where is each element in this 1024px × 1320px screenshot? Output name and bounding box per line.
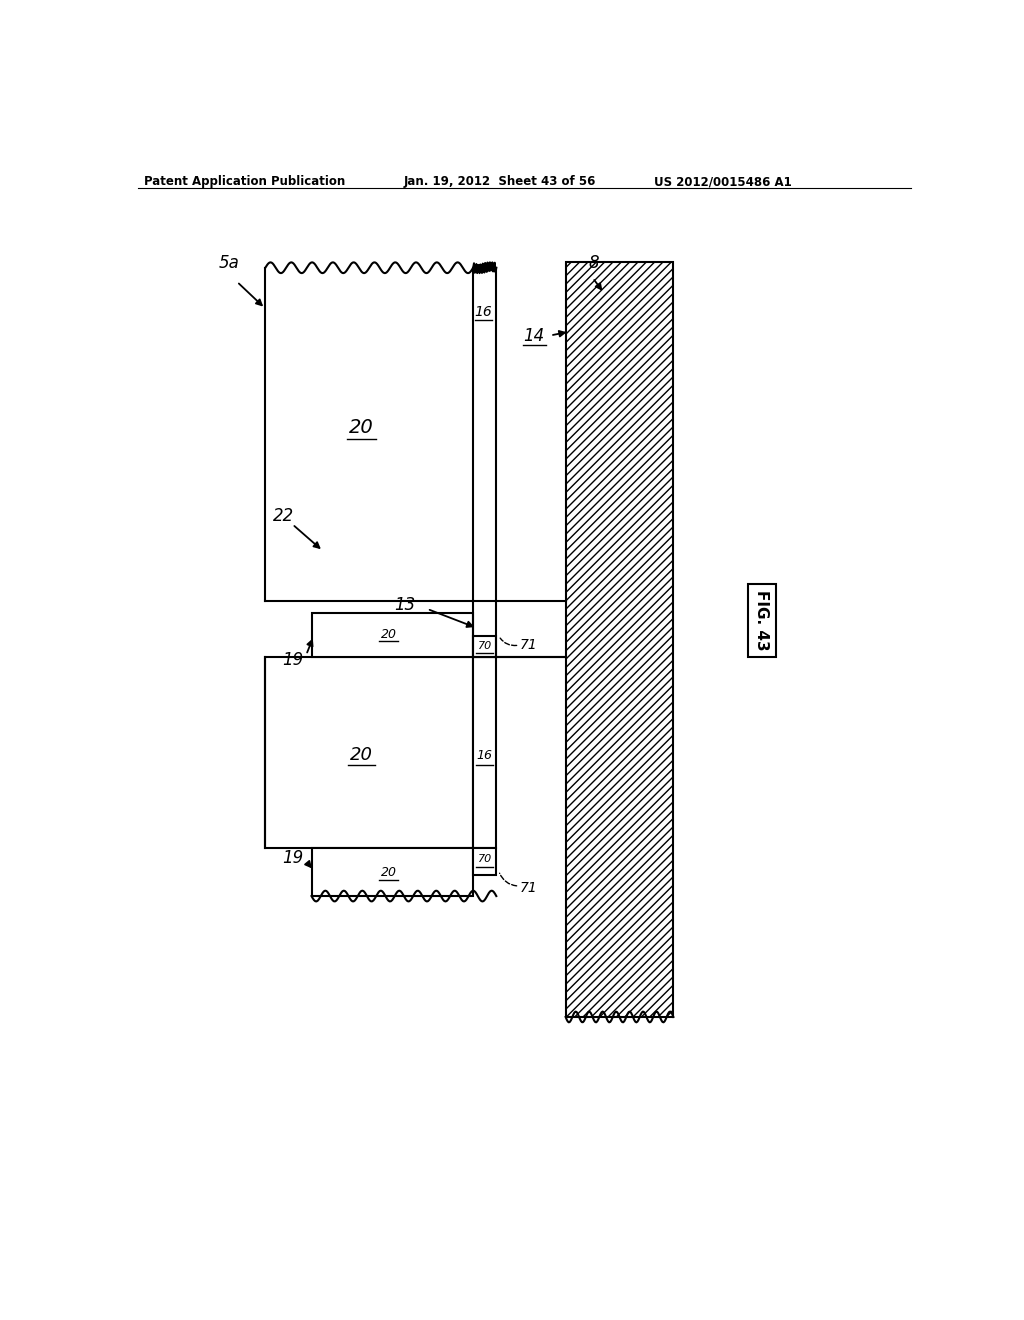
Text: 8: 8: [589, 255, 599, 272]
Text: Patent Application Publication: Patent Application Publication: [144, 176, 346, 189]
Bar: [473, 847, 497, 875]
Text: 16: 16: [477, 748, 493, 762]
Text: US 2012/0015486 A1: US 2012/0015486 A1: [654, 176, 792, 189]
Text: FIG. 43: FIG. 43: [755, 590, 769, 651]
Text: 20: 20: [349, 418, 374, 437]
Bar: [265, 657, 473, 847]
Text: 20: 20: [350, 746, 373, 764]
Text: 14: 14: [523, 326, 545, 345]
Text: 71: 71: [519, 638, 538, 652]
Text: 16: 16: [474, 305, 493, 319]
Text: 20: 20: [381, 866, 396, 879]
Text: 71: 71: [519, 882, 538, 895]
Text: 20: 20: [381, 628, 396, 640]
Bar: [311, 612, 473, 657]
Bar: [311, 847, 473, 896]
Text: 22: 22: [273, 507, 294, 525]
Text: 5a: 5a: [219, 255, 240, 272]
Text: 70: 70: [477, 854, 492, 865]
Text: 13: 13: [394, 597, 416, 614]
Text: 19: 19: [283, 849, 304, 866]
Text: 70: 70: [477, 640, 492, 651]
Bar: [565, 263, 674, 1016]
Text: 19: 19: [283, 652, 304, 669]
Bar: [473, 657, 497, 847]
Text: Jan. 19, 2012  Sheet 43 of 56: Jan. 19, 2012 Sheet 43 of 56: [403, 176, 596, 189]
Bar: [473, 636, 497, 657]
